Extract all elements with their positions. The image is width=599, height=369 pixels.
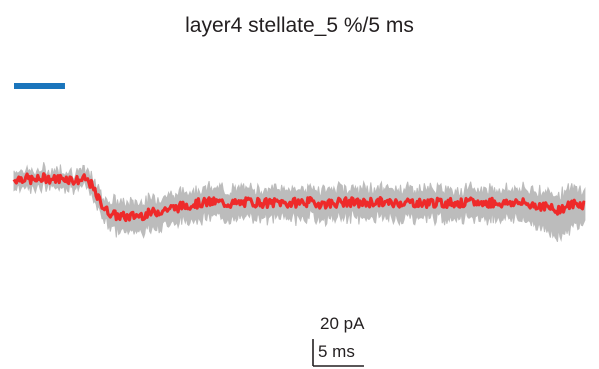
scale-bar-y-label: 20 pA <box>320 314 365 333</box>
mean-trace <box>12 172 586 223</box>
chart-title: layer4 stellate_5 %/5 ms <box>185 14 414 37</box>
stimulus-bar <box>14 83 65 89</box>
scale-bar-x-label: 5 ms <box>318 342 355 361</box>
